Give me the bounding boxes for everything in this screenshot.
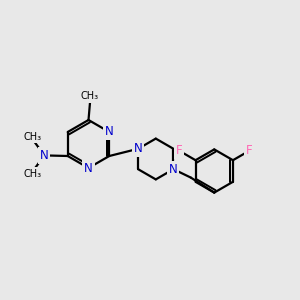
Text: N: N bbox=[84, 161, 93, 175]
Text: N: N bbox=[105, 125, 114, 139]
Text: CH₃: CH₃ bbox=[81, 91, 99, 101]
Text: F: F bbox=[176, 144, 182, 157]
Text: CH₃: CH₃ bbox=[23, 169, 41, 179]
Text: N: N bbox=[169, 163, 178, 176]
Text: CH₃: CH₃ bbox=[23, 132, 41, 142]
Text: N: N bbox=[40, 149, 49, 162]
Text: N: N bbox=[134, 142, 142, 155]
Text: F: F bbox=[246, 144, 253, 157]
